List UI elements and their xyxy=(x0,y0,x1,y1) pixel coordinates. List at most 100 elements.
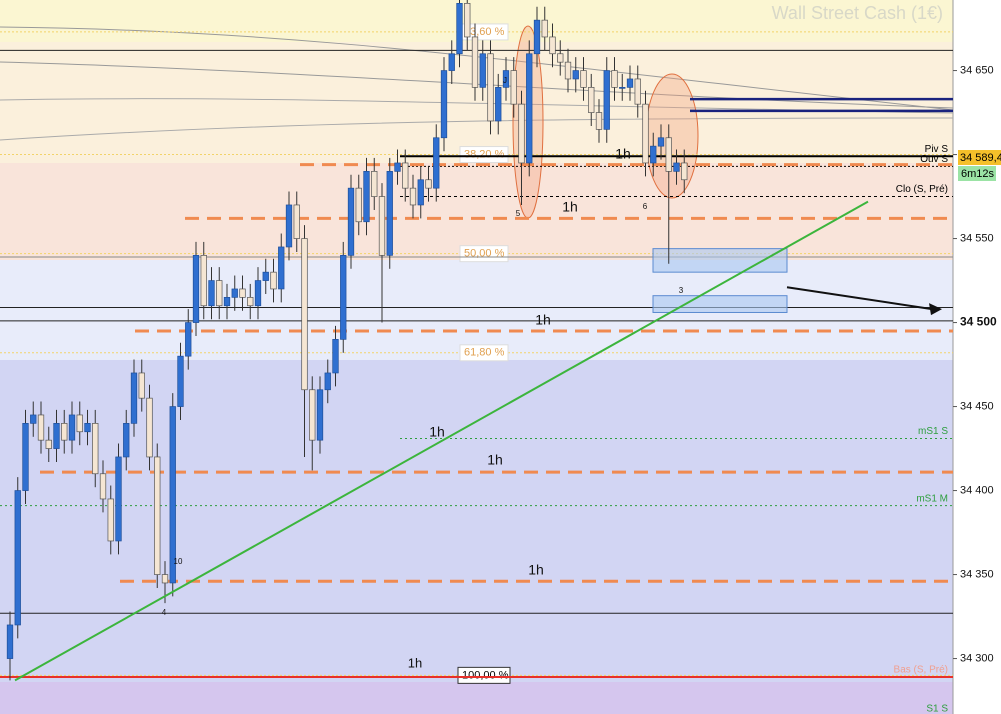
candle-body xyxy=(518,103,525,164)
candle-body xyxy=(309,389,316,441)
zone xyxy=(0,682,953,714)
candle-body xyxy=(619,87,626,89)
candle-body xyxy=(533,19,541,55)
candle-body xyxy=(371,171,378,197)
candle-body xyxy=(588,87,595,113)
candle-body xyxy=(340,255,347,340)
moving-average xyxy=(0,117,954,141)
candle-body xyxy=(6,624,14,659)
candle-body xyxy=(634,78,641,105)
annotation: 5 xyxy=(516,209,521,218)
fib-label: 50,00 % xyxy=(464,248,505,260)
candle-body xyxy=(84,423,91,433)
candle-body xyxy=(301,238,308,391)
y-tick-label: 34 450 xyxy=(960,400,994,412)
candle-body xyxy=(355,187,362,223)
candle-body xyxy=(386,171,393,256)
candle-body xyxy=(626,78,634,88)
y-tick-label: 34 500 xyxy=(960,315,997,329)
candle-body xyxy=(394,162,401,172)
candle-body xyxy=(138,372,145,399)
candle-body xyxy=(564,61,572,80)
candle-body xyxy=(510,70,517,105)
candle-body xyxy=(92,423,99,475)
candle-body xyxy=(502,70,510,88)
candle-body xyxy=(185,322,192,357)
candle-body xyxy=(99,473,107,500)
candle-body xyxy=(37,414,45,441)
candle-body xyxy=(456,3,463,55)
level-label: Clo (S, Pré) xyxy=(896,184,948,195)
candle-body xyxy=(409,187,417,206)
candle-body xyxy=(247,297,254,307)
candle-body xyxy=(22,423,29,491)
candle-body xyxy=(479,53,486,88)
fib-box xyxy=(459,344,509,362)
candle-body xyxy=(278,246,285,290)
candle-body xyxy=(363,171,370,223)
candle-body xyxy=(572,70,579,80)
candle-body xyxy=(526,53,533,164)
level-label: mS1 M xyxy=(916,493,948,504)
y-tick-label: 34 350 xyxy=(960,568,994,580)
annotation: 3 xyxy=(679,286,684,295)
level-label: S1 S xyxy=(926,703,948,714)
timer-box xyxy=(958,166,996,181)
annotation: 4 xyxy=(162,608,167,617)
candle-body xyxy=(642,103,649,164)
annotation: 1h xyxy=(535,312,551,328)
annotation: 1h xyxy=(615,146,631,162)
arrow-head xyxy=(929,303,942,316)
candle-body xyxy=(440,70,448,139)
candle-body xyxy=(262,271,269,281)
price-label: 34 589,4 xyxy=(960,152,1001,164)
fib-box xyxy=(457,666,511,684)
candle-body xyxy=(293,204,300,239)
y-tick-label: 34 650 xyxy=(960,64,994,76)
candle-body xyxy=(541,19,548,38)
y-tick-label: 34 550 xyxy=(960,232,994,244)
candle-body xyxy=(595,112,603,130)
y-tick-label: 34 400 xyxy=(960,484,994,496)
fib-label: 100,00 % xyxy=(462,669,509,681)
candle-body xyxy=(239,288,246,298)
candle-body xyxy=(53,423,60,449)
candle-body xyxy=(14,490,21,626)
zone xyxy=(0,360,953,682)
candle-body xyxy=(231,288,238,298)
level-label: Bas (S, Pré) xyxy=(894,665,948,676)
timer-label: 6m12s xyxy=(961,168,995,180)
candle-body xyxy=(417,179,424,206)
fib-label: 61,80 % xyxy=(464,347,505,359)
candle-body xyxy=(61,423,68,441)
y-tick-label: 34 300 xyxy=(960,652,994,664)
candle-body xyxy=(123,423,130,458)
annotation: 1h xyxy=(487,452,503,468)
trend-line xyxy=(14,200,869,682)
candle-body xyxy=(464,3,471,38)
highlight xyxy=(645,73,699,199)
annotation: 6 xyxy=(643,202,648,211)
candle-body xyxy=(154,456,161,575)
candle-body xyxy=(161,574,169,584)
candle-body xyxy=(130,372,138,424)
fib-box xyxy=(459,146,509,164)
moving-average xyxy=(0,98,954,114)
candle-body xyxy=(146,397,153,458)
candle-body xyxy=(487,53,494,122)
candle-body xyxy=(45,439,52,449)
candle-body xyxy=(347,187,355,256)
candle-body xyxy=(68,414,76,441)
candle-body xyxy=(270,271,277,290)
candle-body xyxy=(433,137,440,189)
candle-body xyxy=(177,355,184,407)
candle-body xyxy=(169,406,176,584)
candle-body xyxy=(192,255,200,323)
candle-body xyxy=(673,162,680,172)
candle-body xyxy=(324,372,331,391)
fib-label: 23,60 % xyxy=(464,26,505,38)
candle-body xyxy=(378,196,386,256)
level-label: Ouv S xyxy=(920,154,948,165)
chart-title: Wall Street Cash (1€) xyxy=(772,3,943,23)
